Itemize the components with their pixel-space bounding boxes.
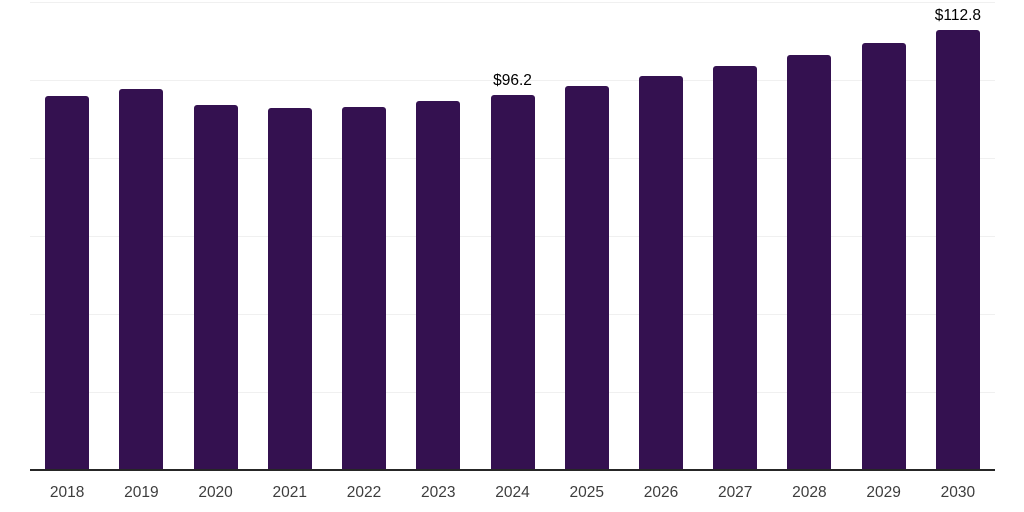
x-tick-label-2029: 2029	[866, 484, 901, 501]
bar-2030	[935, 30, 980, 470]
bar-2024	[490, 94, 535, 470]
bar-2020	[193, 105, 238, 470]
bar-2025	[564, 85, 609, 470]
bar-2027	[713, 65, 758, 470]
x-tick-label-2021: 2021	[272, 484, 308, 501]
x-tick-label-2019: 2019	[124, 484, 159, 501]
x-tick-label-2018: 2018	[49, 484, 85, 501]
x-tick-label-2027: 2027	[717, 484, 753, 501]
gridline	[30, 80, 995, 81]
x-axis-line	[30, 469, 995, 471]
x-tick-label-2025: 2025	[569, 484, 604, 501]
x-tick-label-2020: 2020	[198, 484, 233, 501]
bar-2022	[342, 106, 387, 470]
bar-2026	[638, 76, 683, 470]
x-tick-label-2030: 2030	[940, 484, 976, 501]
x-tick-label-2028: 2028	[792, 484, 827, 501]
bar-value-label-2030: $112.8	[934, 7, 982, 25]
bar-2021	[267, 108, 312, 470]
bar-2029	[861, 43, 906, 470]
x-tick-label-2022: 2022	[346, 484, 382, 501]
bar-2023	[416, 101, 461, 470]
x-tick-label-2026: 2026	[643, 484, 679, 501]
bar-2018	[45, 95, 90, 470]
bar-2028	[787, 55, 832, 470]
x-tick-label-2024: 2024	[495, 484, 530, 501]
bar-value-label-2024: $96.2	[493, 71, 532, 89]
gridline	[30, 2, 995, 3]
bar-2019	[119, 88, 164, 470]
plot-area: $96.2 $112.8	[30, 2, 995, 470]
x-tick-label-2023: 2023	[421, 484, 456, 501]
